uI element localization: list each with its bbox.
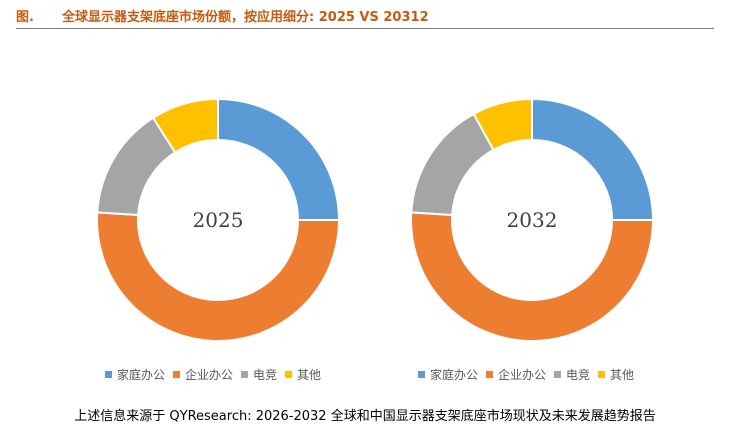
legend-item: 电竞 [241, 366, 277, 383]
legend-item: 其他 [285, 366, 321, 383]
source-note: 上述信息来源于 QYResearch: 2026-2032 全球和中国显示器支架… [0, 405, 730, 424]
legend-swatch [598, 371, 605, 378]
legend-label: 电竞 [566, 366, 590, 383]
legend-label: 其他 [610, 366, 634, 383]
donut-chart-2032: 2032 [372, 0, 692, 360]
donut-chart-2025: 2025 [58, 0, 378, 360]
figure-label: 图. [16, 6, 62, 25]
center-label-2025: 2025 [193, 208, 244, 232]
legend-item: 电竞 [554, 366, 590, 383]
legend-label: 其他 [297, 366, 321, 383]
legend-label: 家庭办公 [430, 366, 478, 383]
legend-item: 企业办公 [486, 366, 546, 383]
legend-label: 电竞 [253, 366, 277, 383]
legend-label: 企业办公 [498, 366, 546, 383]
slice-2025-1 [218, 99, 339, 220]
legend-label: 企业办公 [185, 366, 233, 383]
legend-2032: 家庭办公 企业办公 电竞 其他 [418, 366, 642, 383]
legend-item: 企业办公 [173, 366, 233, 383]
legend-swatch [241, 371, 248, 378]
legend-swatch [554, 371, 561, 378]
legend-item: 家庭办公 [105, 366, 165, 383]
slice-2032-1 [532, 99, 653, 220]
legend-swatch [285, 371, 292, 378]
legend-item: 家庭办公 [418, 366, 478, 383]
legend-swatch [418, 371, 425, 378]
legend-swatch [173, 371, 180, 378]
legend-2025: 家庭办公 企业办公 电竞 其他 [105, 366, 329, 383]
legend-swatch [105, 371, 112, 378]
center-label-2032: 2032 [507, 208, 558, 232]
legend-label: 家庭办公 [117, 366, 165, 383]
legend-swatch [486, 371, 493, 378]
legend-item: 其他 [598, 366, 634, 383]
